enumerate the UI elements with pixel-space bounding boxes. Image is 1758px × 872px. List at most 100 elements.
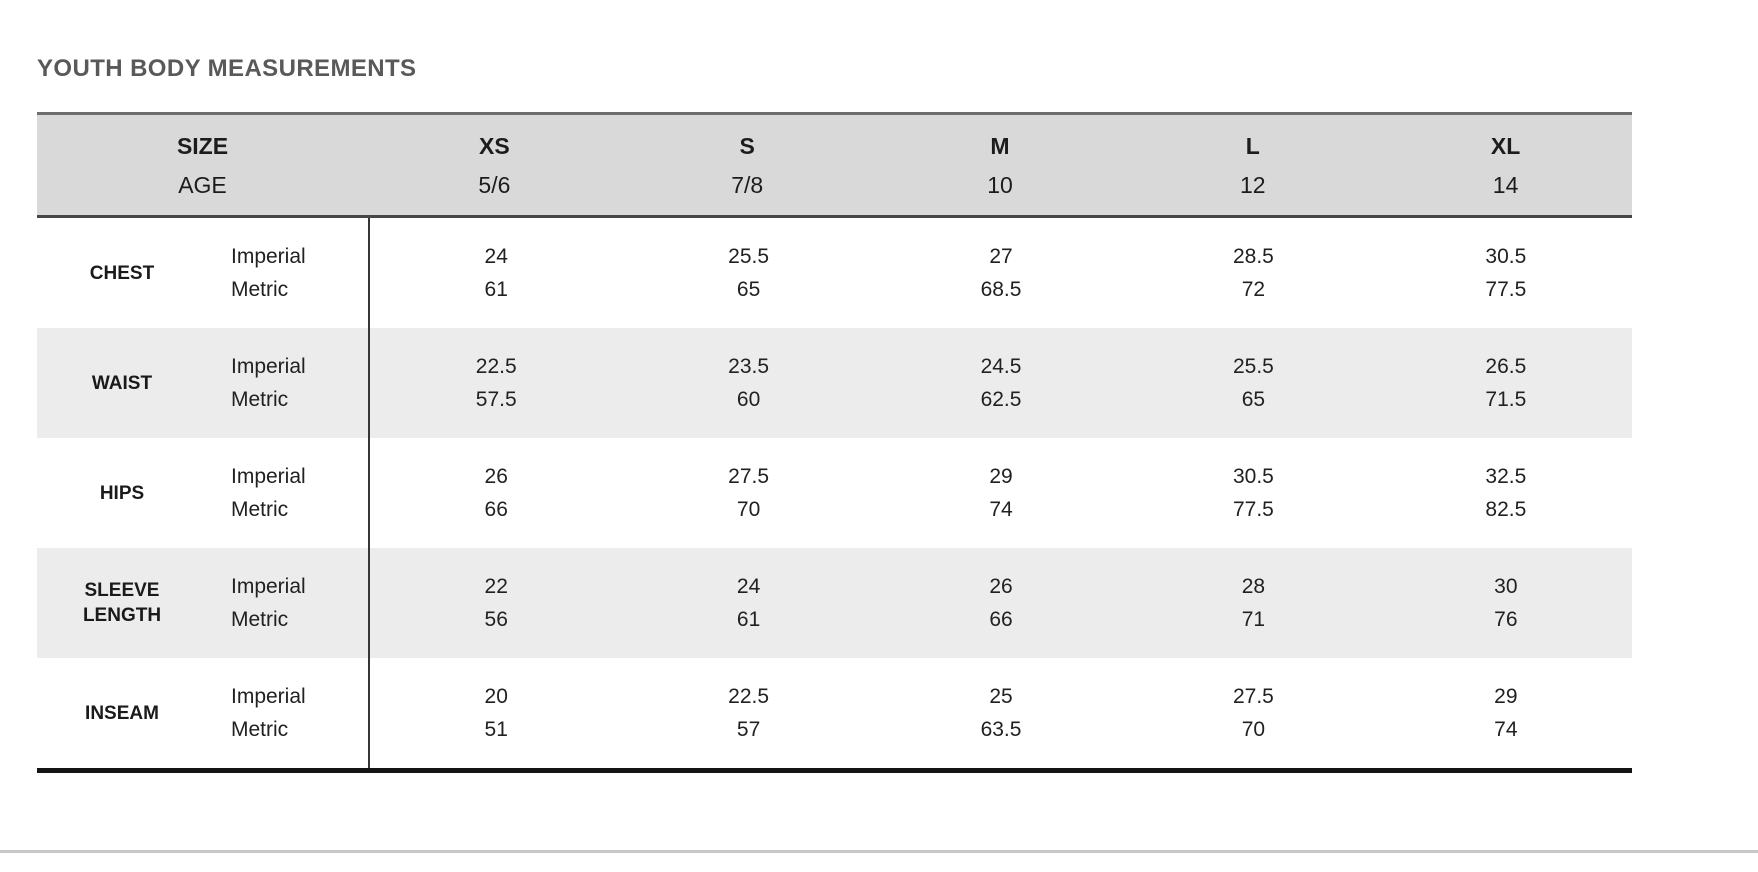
metric-value: 62.5 xyxy=(980,388,1022,411)
metric-value: 51 xyxy=(484,718,508,741)
row-label-cell: INSEAM Imperial Metric xyxy=(37,658,368,768)
metric-value: 65 xyxy=(1241,388,1266,411)
unit-imperial-label: Imperial xyxy=(231,245,306,268)
metric-value: 60 xyxy=(736,388,761,411)
header-age-label: AGE xyxy=(178,172,227,198)
value-cell-m: 27 68.5 xyxy=(875,240,1127,306)
row-values: 22.5 57.5 23.5 60 24.5 62.5 25.5 65 xyxy=(368,328,1632,438)
header-cell-xs: XS 5/6 xyxy=(368,115,621,215)
header-cell-size-age: SIZE AGE xyxy=(37,115,368,215)
metric-value: 70 xyxy=(1241,718,1266,741)
age-label: 12 xyxy=(1239,172,1266,198)
age-label: 10 xyxy=(987,172,1013,198)
value-cell-l: 27.5 70 xyxy=(1127,680,1379,746)
imperial-value: 28.5 xyxy=(1232,245,1274,268)
value-cell-xs: 22.5 57.5 xyxy=(370,350,622,416)
measurement-name: SLEEVE LENGTH xyxy=(82,580,162,626)
value-cell-xl: 26.5 71.5 xyxy=(1380,350,1632,416)
unit-metric-label: Metric xyxy=(231,608,289,631)
age-label: 5/6 xyxy=(478,172,511,198)
metric-value: 71 xyxy=(1241,608,1266,631)
header-size-label: SIZE xyxy=(176,133,229,159)
imperial-value: 24.5 xyxy=(980,355,1022,378)
measurement-name: CHEST xyxy=(89,262,155,284)
size-label: S xyxy=(739,133,755,159)
unit-imperial-label: Imperial xyxy=(231,685,306,708)
imperial-value: 30.5 xyxy=(1485,245,1527,268)
row-values: 24 61 25.5 65 27 68.5 28.5 72 xyxy=(368,218,1632,328)
imperial-value: 24 xyxy=(484,245,508,268)
youth-body-measurements-table: SIZE AGE XS 5/6 S 7/8 M 10 L 12 XL 14 xyxy=(37,112,1632,773)
metric-value: 76 xyxy=(1494,608,1518,631)
value-cell-l: 28.5 72 xyxy=(1127,240,1379,306)
unit-labels: Imperial Metric xyxy=(207,240,368,306)
metric-value: 61 xyxy=(736,608,761,631)
imperial-value: 22 xyxy=(484,575,508,598)
header-cell-s: S 7/8 xyxy=(621,115,874,215)
unit-labels: Imperial Metric xyxy=(207,460,368,526)
value-cell-s: 23.5 60 xyxy=(622,350,874,416)
imperial-value: 24 xyxy=(736,575,761,598)
table-body: CHEST Imperial Metric 24 61 25.5 65 xyxy=(37,218,1632,773)
metric-value: 71.5 xyxy=(1485,388,1527,411)
value-cell-xl: 32.5 82.5 xyxy=(1380,460,1632,526)
imperial-value: 30 xyxy=(1494,575,1518,598)
row-values: 26 66 27.5 70 29 74 30.5 77.5 xyxy=(368,438,1632,548)
row-label-cell: WAIST Imperial Metric xyxy=(37,328,368,438)
metric-value: 65 xyxy=(736,278,761,301)
unit-metric-label: Metric xyxy=(231,498,289,521)
imperial-value: 26 xyxy=(484,465,508,488)
value-cell-m: 24.5 62.5 xyxy=(875,350,1127,416)
header-cell-l: L 12 xyxy=(1126,115,1379,215)
metric-value: 68.5 xyxy=(980,278,1022,301)
value-cell-s: 24 61 xyxy=(622,570,874,636)
table-header-row: SIZE AGE XS 5/6 S 7/8 M 10 L 12 XL 14 xyxy=(37,112,1632,218)
value-cell-xs: 22 56 xyxy=(370,570,622,636)
imperial-value: 30.5 xyxy=(1232,465,1274,488)
size-label: L xyxy=(1245,133,1260,159)
row-label-cell: CHEST Imperial Metric xyxy=(37,218,368,328)
imperial-value: 29 xyxy=(989,465,1013,488)
measurement-name: HIPS xyxy=(99,482,145,504)
table-row-chest: CHEST Imperial Metric 24 61 25.5 65 xyxy=(37,218,1632,328)
value-cell-xl: 30 76 xyxy=(1380,570,1632,636)
imperial-value: 27 xyxy=(989,245,1013,268)
value-cell-xs: 26 66 xyxy=(370,460,622,526)
value-cell-l: 25.5 65 xyxy=(1127,350,1379,416)
metric-value: 61 xyxy=(484,278,508,301)
value-cell-l: 30.5 77.5 xyxy=(1127,460,1379,526)
value-cell-l: 28 71 xyxy=(1127,570,1379,636)
page-bottom-divider xyxy=(0,850,1758,853)
imperial-value: 20 xyxy=(484,685,508,708)
metric-value: 70 xyxy=(736,498,761,521)
metric-value: 74 xyxy=(1494,718,1518,741)
imperial-value: 27.5 xyxy=(728,465,770,488)
value-cell-xl: 29 74 xyxy=(1380,680,1632,746)
metric-value: 72 xyxy=(1241,278,1266,301)
header-cell-m: M 10 xyxy=(874,115,1127,215)
unit-labels: Imperial Metric xyxy=(207,570,368,636)
imperial-value: 26 xyxy=(989,575,1013,598)
imperial-value: 29 xyxy=(1494,685,1518,708)
imperial-value: 25.5 xyxy=(1232,355,1274,378)
metric-value: 66 xyxy=(484,498,508,521)
table-row-inseam: INSEAM Imperial Metric 20 51 22.5 57 xyxy=(37,658,1632,768)
metric-value: 74 xyxy=(989,498,1013,521)
imperial-value: 25.5 xyxy=(728,245,770,268)
imperial-value: 32.5 xyxy=(1485,465,1527,488)
unit-labels: Imperial Metric xyxy=(207,350,368,416)
imperial-value: 26.5 xyxy=(1485,355,1527,378)
measurement-name: WAIST xyxy=(91,372,153,394)
unit-metric-label: Metric xyxy=(231,388,289,411)
imperial-value: 28 xyxy=(1241,575,1266,598)
table-row-sleeve-length: SLEEVE LENGTH Imperial Metric 22 56 24 6… xyxy=(37,548,1632,658)
metric-value: 57 xyxy=(736,718,761,741)
header-cell-xl: XL 14 xyxy=(1379,115,1632,215)
age-label: 7/8 xyxy=(731,172,764,198)
value-cell-xs: 20 51 xyxy=(370,680,622,746)
imperial-value: 23.5 xyxy=(728,355,770,378)
unit-metric-label: Metric xyxy=(231,278,289,301)
measurement-name: INSEAM xyxy=(85,702,159,724)
table-row-waist: WAIST Imperial Metric 22.5 57.5 23.5 60 xyxy=(37,328,1632,438)
unit-imperial-label: Imperial xyxy=(231,465,306,488)
